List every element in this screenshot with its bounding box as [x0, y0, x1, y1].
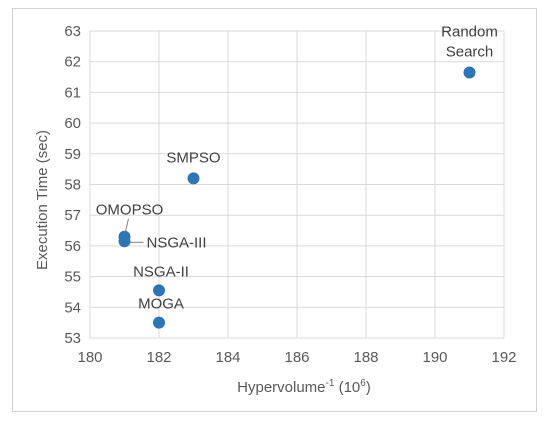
y-axis-title: Execution Time (sec)	[34, 130, 51, 270]
data-point	[187, 172, 200, 185]
point-label-line2: Search	[446, 43, 494, 60]
x-tick-label: 190	[422, 349, 447, 366]
point-labels: OMOPSO NSGA-III NSGA-II MOGA SMPSO Random Sear…	[96, 23, 498, 312]
y-tick-label: 58	[64, 177, 81, 194]
y-tick-label: 53	[64, 330, 81, 347]
grid-lines	[89, 30, 505, 339]
y-tick-label: 54	[64, 299, 81, 316]
y-tick-label: 59	[64, 146, 81, 163]
y-tick-label: 63	[64, 23, 81, 40]
point-label: OMOPSO	[96, 202, 164, 219]
y-tick-labels: 53 54 55 56 57 58 59 60 61 62 63	[64, 23, 81, 347]
y-tick-label: 62	[64, 54, 81, 71]
point-label: NSGA-III	[147, 234, 207, 251]
x-tick-label: 180	[77, 349, 102, 366]
x-axis-title: Hypervolume-1 (106)	[237, 378, 371, 396]
x-tick-label: 188	[353, 349, 378, 366]
point-label: NSGA-II	[133, 263, 189, 280]
data-point	[118, 235, 131, 248]
x-tick-label: 186	[284, 349, 309, 366]
point-label: MOGA	[138, 296, 184, 313]
data-point	[153, 284, 165, 297]
point-label: Random	[441, 23, 498, 40]
y-tick-label: 56	[64, 238, 81, 255]
y-tick-label: 55	[64, 269, 81, 286]
y-tick-label: 57	[64, 207, 81, 224]
data-point	[463, 66, 476, 79]
x-tick-label: 192	[491, 349, 516, 366]
chart-frame	[12, 8, 537, 412]
x-tick-label: 184	[215, 349, 240, 366]
label-leader-lines	[125, 218, 144, 243]
y-tick-label: 61	[64, 84, 81, 101]
data-points	[118, 66, 476, 329]
leader-line	[125, 218, 129, 232]
point-label: SMPSO	[166, 149, 220, 166]
data-point	[153, 316, 165, 329]
x-tick-label: 182	[146, 349, 171, 366]
y-tick-label: 60	[64, 115, 81, 132]
x-tick-labels: 180 182 184 186 188 190 192	[77, 349, 516, 366]
